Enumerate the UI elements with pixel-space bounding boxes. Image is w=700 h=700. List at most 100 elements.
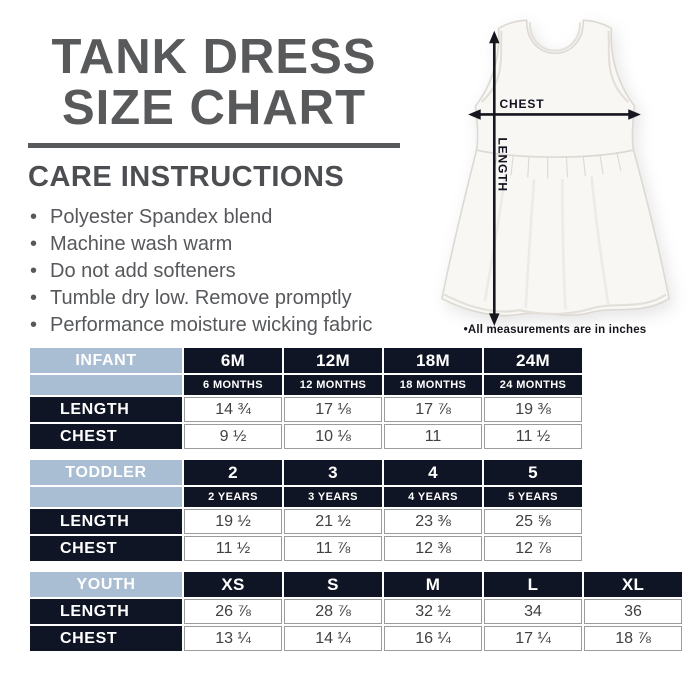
care-instruction-item: Performance moisture wicking fabric	[28, 312, 400, 339]
length-row: LENGTH 26 ⅞ 28 ⅞ 32 ½ 34 36	[30, 599, 682, 624]
value-cell: 9 ½	[184, 424, 282, 449]
group-empty-cell	[30, 375, 182, 395]
dress-outline	[441, 19, 670, 317]
value-cell: 16 ¼	[384, 626, 482, 651]
group-label-cell: INFANT	[30, 348, 182, 373]
size-header-cell: S	[284, 572, 382, 597]
chest-row: CHEST 11 ½ 11 ⅞ 12 ⅜ 12 ⅞	[30, 536, 582, 561]
value-cell: 32 ½	[384, 599, 482, 624]
group-empty-cell	[30, 487, 182, 507]
value-cell: 14 ¾	[184, 397, 282, 422]
size-subheader-cell: 2 YEARS	[184, 487, 282, 507]
length-arrow-head-bottom	[489, 313, 500, 326]
size-table-infant: INFANT 6M 12M 18M 24M 6 MONTHS 12 MONTHS…	[28, 346, 584, 451]
armhole-band-right	[607, 30, 629, 103]
size-tables-section: INFANT 6M 12M 18M 24M 6 MONTHS 12 MONTHS…	[0, 346, 700, 653]
size-header-cell: L	[484, 572, 582, 597]
chest-arrow-label: CHEST	[500, 97, 545, 111]
chest-row: CHEST 13 ¼ 14 ¼ 16 ¼ 17 ¼ 18 ⅞	[30, 626, 682, 651]
size-subheader-cell: 6 MONTHS	[184, 375, 282, 395]
top-section: TANK DRESS SIZE CHART CARE INSTRUCTIONS …	[0, 0, 700, 346]
size-header-cell: 5	[484, 460, 582, 485]
value-cell: 17 ⅛	[284, 397, 382, 422]
value-cell: 36	[584, 599, 682, 624]
dress-illustration	[441, 19, 670, 317]
value-cell: 13 ¼	[184, 626, 282, 651]
value-cell: 12 ⅞	[484, 536, 582, 561]
size-header-cell: XL	[584, 572, 682, 597]
size-subheader-cell: 12 MONTHS	[284, 375, 382, 395]
size-subheader-cell: 3 YEARS	[284, 487, 382, 507]
page-title: TANK DRESS SIZE CHART	[28, 32, 400, 134]
care-instructions-list: Polyester Spandex blend Machine wash war…	[28, 204, 400, 339]
size-subheader-row: 6 MONTHS 12 MONTHS 18 MONTHS 24 MONTHS	[30, 375, 582, 395]
value-cell: 19 ⅜	[484, 397, 582, 422]
size-table-youth: YOUTH XS S M L XL LENGTH 26 ⅞ 28 ⅞ 32 ½ …	[28, 570, 684, 653]
value-cell: 28 ⅞	[284, 599, 382, 624]
hem-band	[443, 293, 667, 315]
measurement-arrows: CHEST LENGTH	[468, 30, 641, 326]
chest-arrow-head-left	[468, 109, 481, 120]
size-header-row: TODDLER 2 3 4 5	[30, 460, 582, 485]
care-instructions-heading: CARE INSTRUCTIONS	[28, 161, 345, 193]
dress-measurement-diagram: CHEST LENGTH •All measurements are in in…	[424, 14, 686, 336]
size-header-cell: 3	[284, 460, 382, 485]
row-label-cell: CHEST	[30, 536, 182, 561]
value-cell: 11 ⅞	[284, 536, 382, 561]
measurement-note: •All measurements are in inches	[463, 324, 647, 336]
title-line-1: TANK DRESS	[51, 30, 377, 84]
value-cell: 18 ⅞	[584, 626, 682, 651]
size-table-toddler: TODDLER 2 3 4 5 2 YEARS 3 YEARS 4 YEARS …	[28, 458, 584, 563]
length-row: LENGTH 19 ½ 21 ½ 23 ⅜ 25 ⅝	[30, 509, 582, 534]
value-cell: 17 ⅞	[384, 397, 482, 422]
size-subheader-row: 2 YEARS 3 YEARS 4 YEARS 5 YEARS	[30, 487, 582, 507]
chest-arrow-head-right	[628, 109, 641, 120]
group-label-cell: TODDLER	[30, 460, 182, 485]
row-label-cell: CHEST	[30, 626, 182, 651]
length-row: LENGTH 14 ¾ 17 ⅛ 17 ⅞ 19 ⅜	[30, 397, 582, 422]
row-label-cell: LENGTH	[30, 509, 182, 534]
neckline-band	[528, 22, 582, 52]
value-cell: 11 ½	[184, 536, 282, 561]
size-header-cell: 2	[184, 460, 282, 485]
skirt-gathers	[493, 152, 622, 179]
size-header-row: YOUTH XS S M L XL	[30, 572, 682, 597]
group-label-cell: YOUTH	[30, 572, 182, 597]
size-header-cell: M	[384, 572, 482, 597]
size-header-cell: 4	[384, 460, 482, 485]
size-header-cell: 12M	[284, 348, 382, 373]
armhole-band-left	[481, 30, 503, 103]
value-cell: 11	[384, 424, 482, 449]
value-cell: 23 ⅜	[384, 509, 482, 534]
value-cell: 10 ⅛	[284, 424, 382, 449]
value-cell: 25 ⅝	[484, 509, 582, 534]
size-header-cell: 18M	[384, 348, 482, 373]
value-cell: 12 ⅜	[384, 536, 482, 561]
waist-seam	[476, 149, 634, 158]
care-instruction-item: Tumble dry low. Remove promptly	[28, 285, 400, 312]
chest-row: CHEST 9 ½ 10 ⅛ 11 11 ½	[30, 424, 582, 449]
length-arrow-label: LENGTH	[495, 138, 509, 192]
care-instruction-item: Do not add softeners	[28, 258, 400, 285]
title-divider	[28, 143, 400, 148]
dress-diagram-svg: CHEST LENGTH	[441, 19, 670, 326]
care-instruction-item: Machine wash warm	[28, 231, 400, 258]
row-label-cell: LENGTH	[30, 397, 182, 422]
value-cell: 26 ⅞	[184, 599, 282, 624]
title-and-care-column: TANK DRESS SIZE CHART CARE INSTRUCTIONS …	[28, 32, 400, 339]
value-cell: 14 ¼	[284, 626, 382, 651]
care-instruction-item: Polyester Spandex blend	[28, 204, 400, 231]
length-arrow-head-top	[489, 30, 500, 44]
value-cell: 17 ¼	[484, 626, 582, 651]
size-chart-page: TANK DRESS SIZE CHART CARE INSTRUCTIONS …	[0, 0, 700, 653]
size-header-cell: 24M	[484, 348, 582, 373]
row-label-cell: CHEST	[30, 424, 182, 449]
size-subheader-cell: 4 YEARS	[384, 487, 482, 507]
size-header-row: INFANT 6M 12M 18M 24M	[30, 348, 582, 373]
value-cell: 21 ½	[284, 509, 382, 534]
size-header-cell: 6M	[184, 348, 282, 373]
size-subheader-cell: 18 MONTHS	[384, 375, 482, 395]
size-subheader-cell: 24 MONTHS	[484, 375, 582, 395]
title-line-2: SIZE CHART	[62, 81, 366, 135]
value-cell: 19 ½	[184, 509, 282, 534]
